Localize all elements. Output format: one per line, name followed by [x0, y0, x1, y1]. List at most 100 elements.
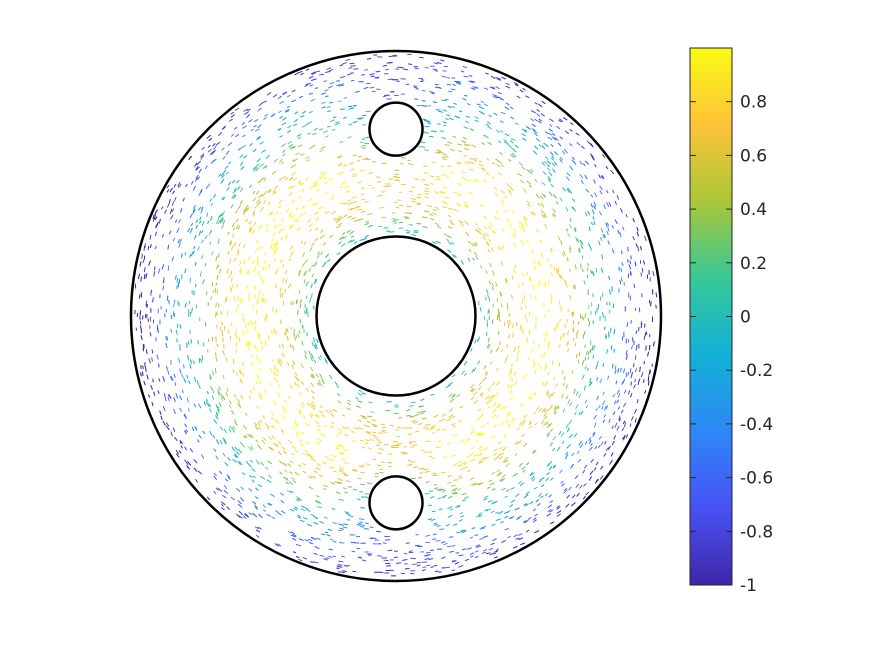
quiver-arrow: [324, 516, 328, 519]
quiver-arrow: [352, 154, 357, 157]
quiver-arrow: [192, 205, 196, 209]
quiver-arrow: [263, 116, 267, 121]
quiver-arrow: [165, 342, 168, 348]
quiver-arrow: [571, 156, 575, 160]
quiver-arrow: [253, 222, 257, 226]
quiver-arrow: [511, 138, 516, 141]
quiver-arrow: [627, 247, 629, 252]
quiver-arrow: [541, 213, 545, 218]
quiver-arrow: [347, 402, 352, 406]
quiver-arrow: [173, 374, 176, 379]
quiver-arrow: [605, 222, 608, 227]
quiver-arrow: [515, 537, 520, 540]
quiver-arrow: [365, 522, 369, 525]
quiver-arrow: [147, 394, 151, 398]
quiver-arrow: [474, 534, 479, 536]
quiver-arrow: [500, 202, 505, 207]
quiver-arrow: [254, 128, 260, 132]
quiver-arrow: [288, 211, 293, 217]
quiver-arrow: [496, 315, 499, 321]
quiver-arrow: [299, 538, 305, 542]
quiver-arrow: [476, 513, 481, 518]
quiver-arrow: [603, 234, 606, 239]
quiver-arrow: [414, 414, 419, 417]
quiver-arrow: [319, 149, 324, 153]
quiver-arrow: [310, 375, 314, 379]
quiver-arrow: [488, 280, 491, 285]
quiver-arrow: [142, 365, 144, 370]
quiver-arrow: [589, 470, 594, 475]
quiver-arrow: [231, 283, 234, 288]
quiver-arrow: [473, 391, 478, 396]
quiver-arrow: [595, 267, 598, 273]
quiver-arrow: [534, 178, 538, 183]
quiver-arrow: [643, 335, 646, 340]
quiver-arrow: [489, 262, 492, 268]
quiver-arrow: [178, 358, 181, 364]
quiver-arrow: [470, 430, 475, 435]
quiver-arrow: [263, 259, 267, 264]
quiver-arrow: [295, 543, 302, 547]
quiver-arrow: [488, 308, 490, 314]
quiver-arrow: [348, 123, 353, 126]
quiver-arrow: [340, 75, 346, 79]
quiver-arrow: [265, 223, 269, 227]
quiver-arrow: [303, 279, 306, 284]
quiver-arrow: [436, 175, 441, 178]
quiver-arrow: [603, 204, 606, 210]
quiver-arrow: [503, 141, 510, 145]
quiver-arrow: [311, 396, 315, 400]
quiver-arrow: [328, 374, 333, 379]
quiver-arrow: [279, 460, 283, 464]
quiver-arrow: [586, 274, 589, 279]
quiver-arrow: [531, 349, 534, 354]
quiver-arrow: [565, 206, 569, 212]
quiver-arrow: [570, 502, 576, 507]
quiver-arrow: [214, 368, 217, 374]
quiver-arrow: [300, 508, 306, 512]
quiver-arrow: [207, 220, 210, 225]
quiver-arrow: [253, 118, 259, 123]
quiver-arrow: [513, 546, 518, 549]
quiver-arrow: [183, 378, 187, 384]
quiver-arrow: [482, 236, 486, 240]
quiver-arrow: [291, 345, 295, 351]
quiver-arrow: [260, 461, 264, 466]
quiver-arrow: [338, 523, 344, 526]
quiver-arrow: [319, 373, 323, 378]
quiver-arrow: [598, 174, 601, 179]
quiver-arrow: [448, 393, 453, 398]
quiver-arrow: [617, 368, 620, 373]
quiver-arrow: [298, 329, 301, 335]
quiver-arrow: [450, 484, 456, 487]
quiver-arrow: [289, 508, 294, 512]
quiver-arrow: [322, 488, 327, 490]
quiver-arrow: [340, 108, 345, 111]
quiver-arrow: [593, 192, 598, 197]
quiver-arrow: [445, 523, 450, 527]
quiver-arrow: [293, 332, 296, 337]
quiver-arrow: [201, 220, 205, 227]
quiver-arrow: [171, 200, 175, 206]
quiver-arrow: [474, 555, 479, 559]
quiver-arrow: [217, 253, 220, 259]
quiver-arrow: [188, 156, 192, 160]
quiver-arrow: [173, 183, 177, 188]
quiver-arrow: [302, 463, 306, 466]
quiver-arrow: [407, 163, 413, 166]
quiver-arrow: [199, 153, 205, 158]
quiver-arrow: [424, 184, 430, 186]
quiver-arrow: [491, 414, 497, 419]
quiver-arrow: [607, 375, 610, 380]
quiver-arrow: [423, 426, 427, 429]
quiver-arrow: [586, 367, 589, 371]
quiver-arrow: [302, 252, 305, 258]
quiver-arrow: [616, 425, 620, 431]
quiver-arrow: [294, 118, 299, 123]
quiver-arrow: [361, 138, 366, 140]
quiver-arrow: [447, 442, 451, 445]
quiver-arrow: [544, 156, 549, 160]
quiver-arrow: [431, 92, 435, 95]
quiver-arrow: [632, 363, 635, 368]
quiver-arrow: [175, 449, 179, 455]
